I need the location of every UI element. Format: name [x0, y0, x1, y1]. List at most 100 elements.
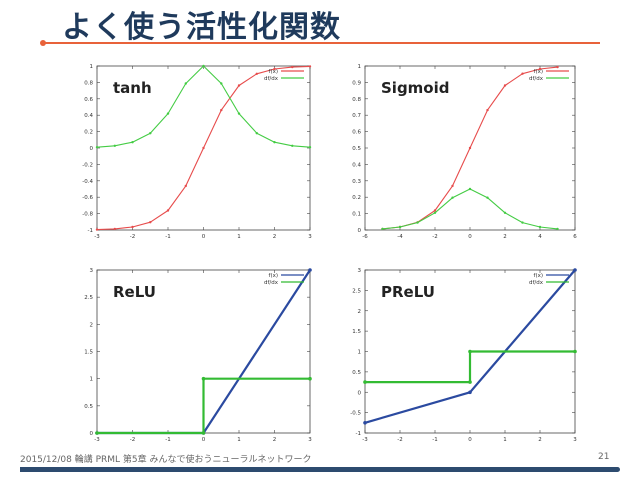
- y-tick-label: 0: [90, 431, 94, 437]
- y-tick-label: 0.2: [352, 195, 361, 201]
- x-tick-label: 2: [538, 437, 542, 443]
- legend-label: df/dx: [264, 280, 279, 286]
- x-tick-label: 2: [503, 234, 507, 240]
- data-point: [538, 67, 542, 71]
- data-point: [486, 196, 489, 199]
- legend-label: f(x): [269, 273, 278, 279]
- y-tick-label: 0.8: [352, 97, 361, 103]
- chart-panel-4: -1 -0.5 0 0.5 1 1.5 2 2.5 3 -3 -2 -1 0 1 2 3 f(x)df/dx PR…: [350, 268, 577, 443]
- y-tick-label: 0.8: [84, 80, 93, 86]
- slide-title: よく使う活性化関数: [62, 10, 341, 45]
- data-point: [573, 268, 577, 272]
- data-point: [451, 184, 454, 188]
- data-point: [220, 82, 223, 85]
- data-point: [95, 228, 99, 231]
- x-tick-label: 1: [503, 437, 507, 443]
- data-point: [468, 187, 472, 191]
- y-tick-label: -1: [88, 228, 93, 234]
- data-point: [538, 225, 542, 229]
- x-tick-label: -3: [94, 437, 100, 443]
- x-tick-label: 1: [237, 437, 241, 443]
- data-point: [255, 72, 258, 76]
- y-tick-label: 1: [90, 64, 94, 70]
- data-point: [503, 211, 507, 214]
- x-tick-label: 3: [308, 437, 312, 443]
- data-point: [113, 227, 117, 231]
- y-tick-label: 2.5: [84, 295, 93, 301]
- data-point: [166, 112, 170, 115]
- x-tick-label: 3: [308, 234, 312, 240]
- data-point: [149, 132, 152, 135]
- data-point: [468, 390, 472, 395]
- y-tick-label: 1: [90, 377, 94, 383]
- data-point: [202, 64, 205, 68]
- x-tick-label: 0: [202, 437, 206, 443]
- y-tick-label: 1.5: [84, 350, 93, 356]
- x-tick-label: -1: [165, 437, 170, 443]
- data-point: [113, 144, 117, 147]
- y-tick-label: 1.5: [352, 329, 361, 335]
- legend-label: f(x): [269, 69, 278, 75]
- chart-title: ReLU: [113, 283, 156, 301]
- data-point: [184, 184, 187, 188]
- y-tick-label: 0: [358, 228, 362, 234]
- data-point: [486, 108, 489, 112]
- x-tick-label: -3: [362, 437, 368, 443]
- series-line-dfdx: [382, 188, 558, 230]
- x-tick-label: -2: [130, 234, 135, 240]
- x-tick-label: -2: [130, 437, 135, 443]
- y-tick-label: -0.6: [82, 195, 93, 201]
- data-point: [184, 82, 187, 85]
- data-point: [131, 141, 134, 144]
- x-tick-label: 3: [573, 437, 577, 443]
- data-point: [468, 380, 472, 384]
- y-tick-label: 0.5: [352, 146, 361, 152]
- x-tick-label: 2: [273, 234, 277, 240]
- data-point: [521, 72, 524, 75]
- data-point: [201, 431, 206, 435]
- legend-label: df/dx: [529, 76, 544, 82]
- legend-label: df/dx: [529, 280, 544, 286]
- x-tick-label: -4: [397, 234, 403, 240]
- y-tick-label: 1: [358, 350, 362, 356]
- data-point: [556, 65, 559, 69]
- page-number: 21: [598, 452, 610, 462]
- x-tick-label: -2: [432, 234, 437, 240]
- legend-label: df/dx: [264, 76, 279, 82]
- data-point: [291, 65, 294, 69]
- data-point: [131, 225, 134, 229]
- y-tick-label: 2: [358, 309, 362, 315]
- data-point: [95, 431, 99, 435]
- data-point: [308, 146, 312, 149]
- y-tick-label: 0: [90, 146, 94, 152]
- x-tick-label: 0: [202, 234, 206, 240]
- x-tick-label: 2: [273, 437, 277, 443]
- data-point: [220, 108, 223, 112]
- footer-bar: [20, 467, 620, 472]
- title-underline: [40, 40, 600, 46]
- y-tick-label: 3: [358, 268, 362, 274]
- data-point: [398, 225, 402, 229]
- y-tick-label: 2: [90, 322, 94, 328]
- x-tick-label: -1: [432, 437, 437, 443]
- y-tick-label: 2.5: [352, 288, 361, 294]
- data-point: [95, 146, 99, 149]
- y-tick-label: 0.7: [352, 113, 361, 119]
- data-point: [416, 221, 419, 224]
- x-tick-label: 0: [468, 437, 472, 443]
- data-point: [381, 227, 384, 231]
- chart-panel-3: 0 0.5 1 1.5 2 2.5 3 -3 -2 -1 0 1 2 3 f(x)df/dx ReLU: [84, 268, 312, 443]
- y-tick-label: 0: [358, 390, 362, 396]
- x-tick-label: 6: [573, 234, 577, 240]
- data-point: [573, 349, 577, 354]
- x-tick-label: -2: [397, 437, 402, 443]
- chart-panel-2: 0 0.1 0.2 0.3 0.4 0.5 0.6 0.7 0.8 0.9 1 -6 -4 -2 0 2 4 6 f…: [352, 64, 577, 240]
- data-point: [468, 349, 472, 354]
- data-point: [308, 268, 312, 272]
- data-point: [291, 144, 294, 147]
- y-tick-label: 0.1: [352, 212, 361, 218]
- x-tick-label: 0: [468, 234, 472, 240]
- slide-footer: 2015/12/08 輪講 PRML 第5章 みんなで使おうニューラルネットワー…: [20, 455, 312, 465]
- y-tick-label: 0.3: [352, 179, 361, 185]
